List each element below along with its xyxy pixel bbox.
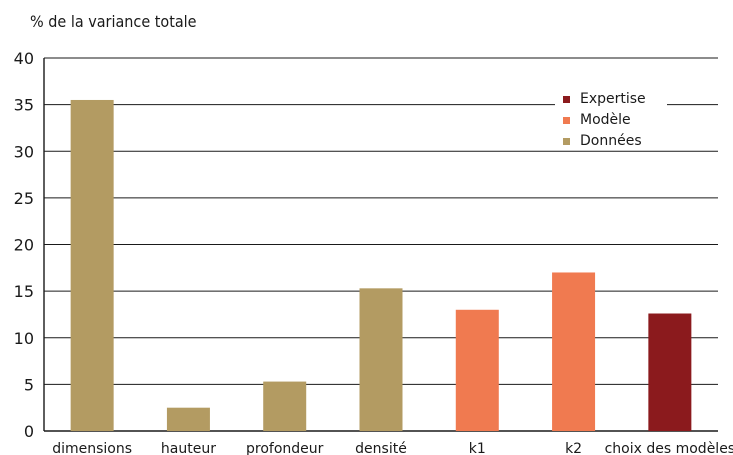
y-tick-label: 5 — [24, 375, 34, 394]
x-tick-label: dimensions — [52, 441, 132, 455]
x-tick-labels: dimensions hauteur profondeur densité k1 k2 ch… — [52, 441, 733, 455]
x-tick-label: densité — [355, 441, 407, 455]
legend-label: Données — [580, 133, 642, 149]
legend-swatch — [563, 117, 570, 124]
legend-swatch — [563, 138, 570, 145]
legend-label: Modèle — [580, 112, 631, 128]
bar-choix-des-modèles — [648, 313, 692, 431]
y-tick-label: 15 — [14, 282, 34, 301]
y-tick-label: 0 — [24, 422, 34, 441]
y-tick-label: 25 — [14, 189, 34, 208]
y-axis-title: % de la variance totale — [30, 12, 197, 31]
legend-bg — [555, 113, 667, 129]
bar-hauteur — [166, 407, 210, 431]
bar-profondeur — [263, 381, 307, 431]
legend-bg — [555, 92, 667, 108]
x-tick-label: profondeur — [246, 441, 324, 455]
bar-dimensions — [70, 99, 114, 432]
y-tick-label: 20 — [14, 236, 34, 255]
x-tick-label: choix des modèles — [605, 441, 733, 455]
legend: Expertise Modèle Données — [555, 91, 667, 150]
y-tick-label: 35 — [14, 96, 34, 115]
x-tick-label: k2 — [565, 441, 582, 455]
bar-densité — [359, 288, 403, 431]
y-tick-label: 40 — [14, 49, 34, 68]
y-tick-labels: 0 5 10 15 20 25 30 35 40 — [14, 49, 34, 441]
y-tick-label: 10 — [14, 329, 34, 348]
x-tick-label: k1 — [469, 441, 486, 455]
legend-swatch — [563, 96, 570, 103]
bar-k1 — [455, 309, 499, 431]
x-tick-label: hauteur — [161, 441, 216, 455]
legend-bg — [555, 134, 667, 150]
bar-k2 — [552, 272, 596, 431]
legend-label: Expertise — [580, 91, 646, 107]
bars — [70, 99, 692, 432]
y-tick-label: 30 — [14, 142, 34, 161]
